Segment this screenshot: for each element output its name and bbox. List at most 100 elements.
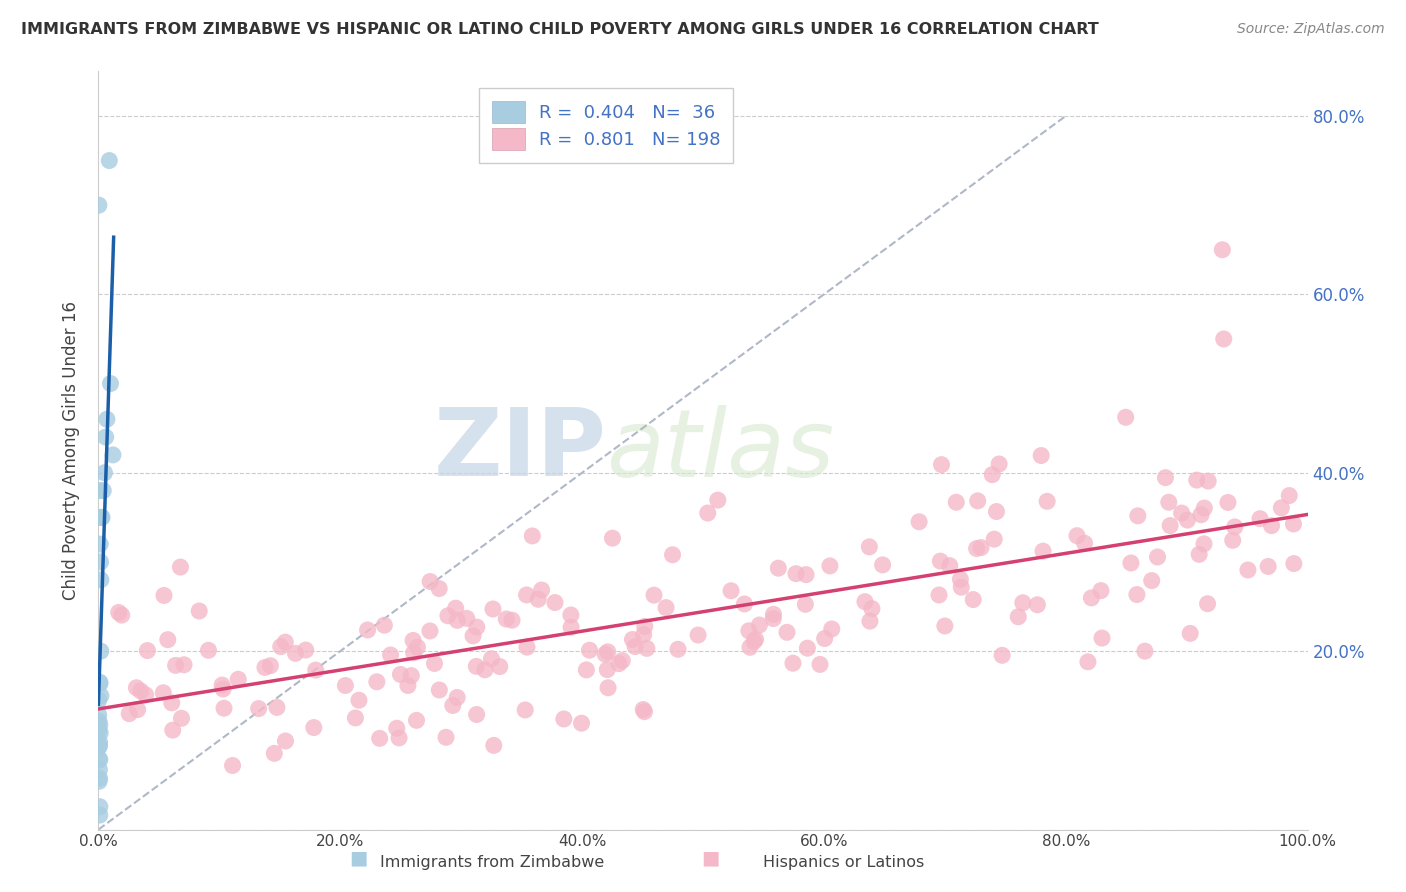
Point xyxy=(544,596,567,610)
Point xyxy=(1270,500,1292,515)
Point xyxy=(1170,506,1192,520)
Point xyxy=(89,510,111,524)
Point xyxy=(966,494,988,508)
Point xyxy=(966,541,988,556)
Point xyxy=(294,643,316,657)
Point xyxy=(87,707,110,722)
Point xyxy=(87,751,110,765)
Point xyxy=(501,613,523,627)
Point xyxy=(263,747,285,761)
Point xyxy=(522,529,544,543)
Point xyxy=(1194,501,1216,516)
Point xyxy=(156,632,179,647)
Point xyxy=(1032,544,1054,558)
Point xyxy=(661,548,683,562)
Point xyxy=(1090,583,1112,598)
Point xyxy=(259,658,281,673)
Point xyxy=(98,153,121,168)
Point xyxy=(962,592,984,607)
Point xyxy=(389,667,412,681)
Point xyxy=(169,560,191,574)
Point xyxy=(560,607,582,622)
Point xyxy=(666,642,689,657)
Point xyxy=(1140,574,1163,588)
Point xyxy=(621,632,644,647)
Y-axis label: Child Poverty Among Girls Under 16: Child Poverty Among Girls Under 16 xyxy=(62,301,80,600)
Point xyxy=(929,554,952,568)
Point xyxy=(986,504,1008,518)
Point xyxy=(1080,591,1102,605)
Point xyxy=(571,716,593,731)
Point xyxy=(270,640,292,654)
Point xyxy=(368,731,391,746)
Point xyxy=(100,376,122,391)
Point xyxy=(89,675,111,690)
Point xyxy=(89,483,111,498)
Point xyxy=(1146,549,1168,564)
Point xyxy=(427,582,450,596)
Point xyxy=(465,659,488,673)
Point xyxy=(446,690,468,705)
Point xyxy=(129,684,152,698)
Point xyxy=(402,646,425,660)
Point xyxy=(631,702,654,716)
Point xyxy=(94,430,117,444)
Point xyxy=(607,657,630,671)
Point xyxy=(406,640,429,655)
Point xyxy=(89,537,111,551)
Point xyxy=(1223,520,1246,534)
Point xyxy=(226,673,249,687)
Point xyxy=(90,555,112,569)
Point xyxy=(90,573,112,587)
Point xyxy=(89,718,111,732)
Point xyxy=(1031,449,1053,463)
Point xyxy=(89,739,111,753)
Point xyxy=(118,706,141,721)
Point xyxy=(1188,547,1211,561)
Point xyxy=(762,607,785,622)
Point xyxy=(434,731,457,745)
Point xyxy=(1026,598,1049,612)
Point xyxy=(173,657,195,672)
Point xyxy=(284,647,307,661)
Point xyxy=(481,652,503,666)
Point xyxy=(388,731,411,745)
Point xyxy=(1154,470,1177,484)
Point xyxy=(707,493,730,508)
Point xyxy=(1159,518,1181,533)
Point xyxy=(87,774,110,789)
Point xyxy=(593,647,616,661)
Point xyxy=(814,632,837,646)
Point xyxy=(1157,495,1180,509)
Point xyxy=(1278,489,1301,503)
Point xyxy=(1257,559,1279,574)
Point xyxy=(1126,588,1149,602)
Point xyxy=(1126,508,1149,523)
Point xyxy=(253,660,276,674)
Point xyxy=(197,643,219,657)
Point xyxy=(93,466,115,480)
Point xyxy=(221,758,243,772)
Text: Source: ZipAtlas.com: Source: ZipAtlas.com xyxy=(1237,22,1385,37)
Point xyxy=(744,632,766,647)
Point xyxy=(1189,508,1212,522)
Point xyxy=(89,763,111,777)
Point xyxy=(266,700,288,714)
Point xyxy=(633,627,655,641)
Point xyxy=(87,740,110,755)
Point xyxy=(419,624,441,638)
Text: Immigrants from Zimbabwe: Immigrants from Zimbabwe xyxy=(380,855,605,870)
Point xyxy=(302,721,325,735)
Point xyxy=(602,531,624,545)
Point xyxy=(474,663,496,677)
Point xyxy=(738,624,761,638)
Point xyxy=(427,683,450,698)
Point xyxy=(488,659,510,673)
Point xyxy=(1222,533,1244,548)
Point xyxy=(983,532,1005,546)
Point xyxy=(1036,494,1059,508)
Point xyxy=(456,611,478,625)
Point xyxy=(981,467,1004,482)
Point xyxy=(90,689,112,703)
Point xyxy=(596,663,619,677)
